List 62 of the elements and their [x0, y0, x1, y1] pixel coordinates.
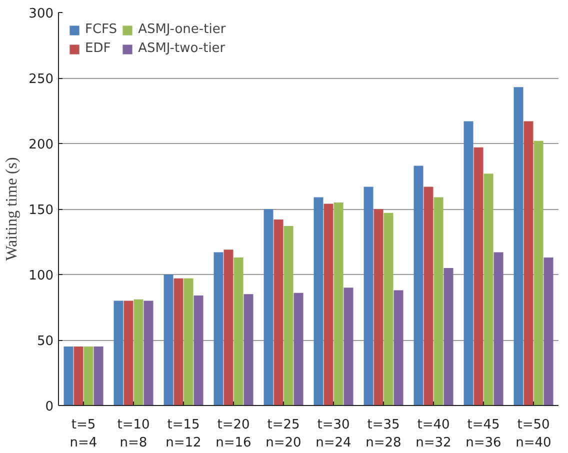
y-tick-label: 200: [28, 138, 54, 152]
y-tick-label: 300: [28, 6, 54, 22]
y-tick-label: 50: [36, 334, 54, 349]
bar: [234, 257, 244, 406]
bar: [384, 212, 394, 406]
bar: [364, 186, 374, 406]
bar: [464, 121, 474, 406]
bar: [184, 278, 194, 406]
bar: [244, 294, 254, 406]
bar: [264, 209, 274, 406]
x-tick-label: t=35 n=28: [366, 418, 402, 450]
y-tick-label: 0: [45, 400, 54, 414]
x-tick-label: t=50 n=40: [516, 418, 552, 450]
bar: [514, 87, 524, 406]
bar: [114, 300, 124, 406]
bar: [164, 274, 174, 406]
bar: [174, 278, 184, 406]
bar: [324, 204, 334, 406]
bar: [84, 346, 94, 406]
bar: [194, 295, 204, 406]
bar: [284, 226, 294, 406]
bar: [344, 288, 354, 406]
y-tick-label: 150: [28, 203, 54, 218]
y-tick-label: 250: [28, 72, 54, 87]
legend-label: ASMJ-two-tier: [138, 41, 226, 56]
legend-label: ASMJ-one-tier: [138, 22, 226, 37]
bar: [534, 140, 544, 406]
bar: [434, 197, 444, 406]
bar: [124, 300, 134, 406]
bar: [94, 346, 104, 406]
bar: [134, 299, 144, 406]
bar: [444, 268, 454, 406]
bar: [424, 186, 434, 406]
bar: [494, 252, 504, 406]
bar: [474, 147, 484, 406]
x-tick-label: t=45 n=36: [466, 418, 502, 450]
y-axis-title: Waiting time (s): [4, 157, 21, 261]
bar: [334, 202, 344, 406]
bar: [294, 292, 304, 406]
bar: [214, 252, 224, 406]
y-tick-label: 100: [28, 268, 54, 284]
bar: [414, 166, 424, 406]
bar: [144, 300, 154, 406]
bar: [524, 121, 534, 406]
x-tick-label: t=10 n=8: [117, 418, 150, 450]
x-tick-label: t=30 n=24: [316, 418, 352, 450]
x-tick-label: t=25 n=20: [266, 418, 302, 450]
bar: [64, 346, 74, 406]
legend-label: EDF: [85, 41, 111, 56]
x-tick-label: t=40 n=32: [416, 418, 452, 450]
x-tick-label: t=15 n=12: [166, 418, 202, 450]
x-tick-label: t=20 n=16: [216, 418, 252, 450]
bar: [484, 174, 494, 406]
bar: [224, 250, 234, 406]
bar: [544, 257, 554, 406]
bar: [314, 197, 324, 406]
bar: [74, 346, 84, 406]
bar: [274, 219, 284, 406]
bar: [394, 290, 404, 406]
x-tick-label: t=5 n=4: [70, 418, 98, 450]
bar: [374, 209, 384, 406]
legend-label: FCFS: [85, 22, 118, 37]
